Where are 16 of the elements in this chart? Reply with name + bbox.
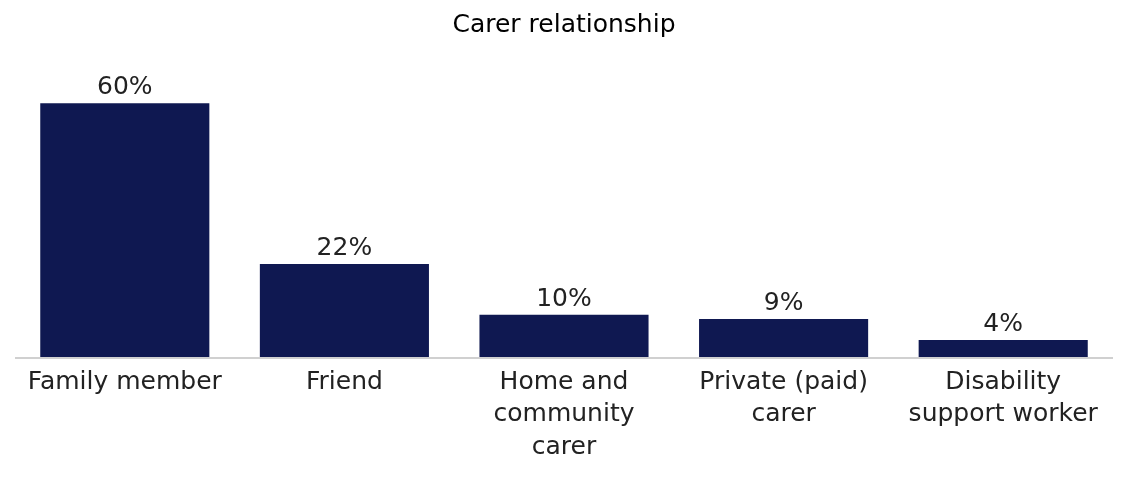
chart-title: Carer relationship <box>452 8 676 38</box>
x-tick-label: Home and community carer <box>493 365 635 460</box>
data-label: 60% <box>97 71 153 101</box>
bar <box>259 264 429 357</box>
data-label: 9% <box>763 286 804 316</box>
x-tick-label: Private (paid) carer <box>699 365 868 428</box>
x-tick-label: Friend <box>305 365 383 395</box>
x-tick-label: Family member <box>27 365 223 395</box>
x-tick-label: Disability support worker <box>908 365 1099 428</box>
bar <box>479 314 649 357</box>
data-label: 4% <box>983 308 1024 338</box>
bar <box>918 340 1088 357</box>
data-label: 10% <box>536 282 592 312</box>
data-label: 22% <box>316 232 373 261</box>
bar <box>699 318 869 357</box>
bar <box>40 103 210 357</box>
